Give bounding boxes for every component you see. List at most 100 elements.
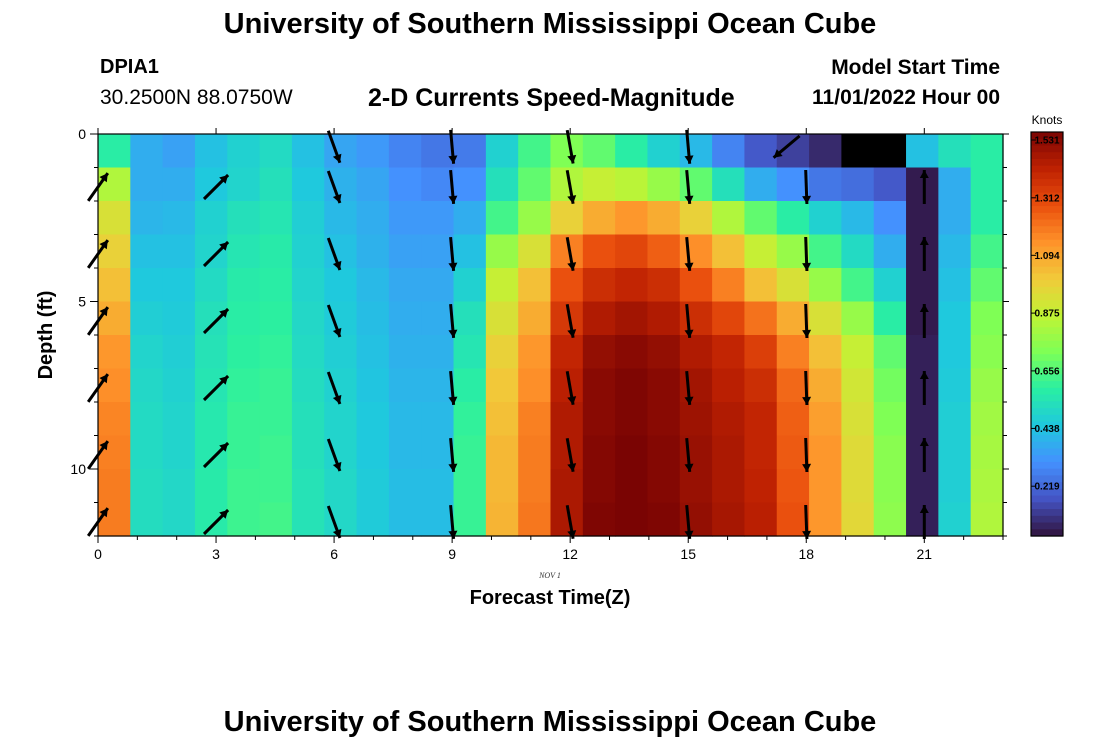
colorbar-segment xyxy=(1031,266,1063,274)
heatmap-cell xyxy=(582,335,616,370)
colorbar-segment xyxy=(1031,199,1063,207)
heatmap-cell xyxy=(841,402,875,437)
heatmap-cell xyxy=(388,234,422,269)
heatmap-cell xyxy=(485,201,519,236)
colorbar-segment xyxy=(1031,185,1063,194)
heatmap-cell xyxy=(162,234,196,269)
heatmap-cell xyxy=(841,167,875,202)
date-label: NOV 1 xyxy=(538,571,561,580)
heatmap-cell xyxy=(485,301,519,336)
heatmap-cell xyxy=(291,201,325,236)
colorbar-segment xyxy=(1031,132,1063,140)
heatmap-cell xyxy=(162,134,196,169)
current-vector-arrow xyxy=(326,371,342,405)
heatmap-cell xyxy=(647,469,681,504)
heatmap-cell xyxy=(970,167,1004,202)
heatmap-cell xyxy=(647,368,681,403)
heatmap-cell xyxy=(906,502,939,537)
heatmap-cell xyxy=(227,502,261,537)
colorbar-segment xyxy=(1031,522,1063,530)
heatmap-cell xyxy=(291,167,325,202)
current-vector-arrow xyxy=(326,130,342,164)
current-vector-arrow xyxy=(684,437,694,473)
heatmap-cell xyxy=(162,335,196,370)
heatmap-cell xyxy=(744,301,778,336)
heatmap-cell xyxy=(324,201,358,236)
heatmap-cell xyxy=(227,469,261,504)
heatmap-cell xyxy=(130,234,164,269)
heatmap-cell xyxy=(615,201,649,236)
heatmap-cell xyxy=(194,502,228,537)
heatmap-cell xyxy=(453,134,487,169)
heatmap-cell xyxy=(906,335,939,370)
heatmap-cell xyxy=(615,469,649,504)
heatmap-cell xyxy=(712,368,746,403)
colorbar-segment xyxy=(1031,246,1063,254)
heatmap-cell xyxy=(485,502,519,537)
colorbar-segment xyxy=(1031,233,1063,241)
heatmap-cell xyxy=(938,402,972,437)
heatmap-cell xyxy=(647,201,681,236)
heatmap-cell xyxy=(809,435,842,470)
heatmap-cell xyxy=(518,368,552,403)
heatmap-cell xyxy=(98,335,131,370)
heatmap-cell xyxy=(550,134,584,169)
heatmap-cell xyxy=(388,301,422,336)
heatmap-cell xyxy=(194,268,228,303)
heatmap-cell xyxy=(259,402,293,437)
heatmap-cell xyxy=(712,167,746,202)
heatmap-cell xyxy=(906,435,939,470)
heatmap-cell xyxy=(938,201,972,236)
heatmap-cell xyxy=(421,402,455,437)
current-vector-arrow xyxy=(802,303,812,339)
heatmap-cell xyxy=(938,134,972,169)
heatmap-cell xyxy=(98,402,131,437)
colorbar-segment xyxy=(1031,300,1063,308)
heatmap-cell xyxy=(291,435,325,470)
heatmap-cell xyxy=(841,301,875,336)
colorbar-tick-label: 1.094 xyxy=(1034,251,1059,262)
heatmap-cell xyxy=(518,502,552,537)
heatmap-cell xyxy=(227,134,261,169)
current-vector-arrow xyxy=(772,134,801,159)
heatmap-cell xyxy=(356,502,390,537)
current-vector-arrow xyxy=(802,504,812,540)
heatmap-cell xyxy=(841,201,875,236)
heatmap-cell xyxy=(324,268,358,303)
heatmap-cell xyxy=(679,167,713,202)
heatmap-cell xyxy=(776,335,810,370)
heatmap-cell xyxy=(324,469,358,504)
heatmap-cell xyxy=(162,201,196,236)
colorbar-tick-label: 0.219 xyxy=(1034,482,1059,493)
heatmap-cell xyxy=(809,469,842,504)
heatmap-cell xyxy=(970,502,1004,537)
heatmap-cell xyxy=(841,268,875,303)
heatmap-cell xyxy=(679,368,713,403)
heatmap-cell xyxy=(421,368,455,403)
heatmap-cell xyxy=(194,301,228,336)
heatmap-cell xyxy=(130,435,164,470)
colorbar-segment xyxy=(1031,468,1063,476)
heatmap-cell xyxy=(453,435,487,470)
colorbar-segment xyxy=(1031,529,1063,537)
heatmap-cell xyxy=(130,134,164,169)
heatmap-cell xyxy=(194,167,228,202)
x-tick-label: 3 xyxy=(212,546,220,562)
heatmap-cell xyxy=(98,502,131,537)
heatmap-cell xyxy=(906,167,939,202)
heatmap-cell xyxy=(259,167,293,202)
colorbar-segment xyxy=(1031,455,1063,463)
current-vector-arrow xyxy=(684,236,694,272)
heatmap-cell xyxy=(615,268,649,303)
heatmap-cell xyxy=(841,469,875,504)
x-tick-label: 15 xyxy=(680,546,696,562)
heatmap-cell xyxy=(679,268,713,303)
heatmap-cell xyxy=(615,402,649,437)
heatmap-cell xyxy=(938,368,972,403)
heatmap-cell xyxy=(809,502,842,537)
colorbar-segment xyxy=(1031,509,1063,517)
y-axis-label: Depth (ft) xyxy=(35,291,57,380)
heatmap-cell xyxy=(712,134,746,169)
heatmap-cell xyxy=(582,201,616,236)
